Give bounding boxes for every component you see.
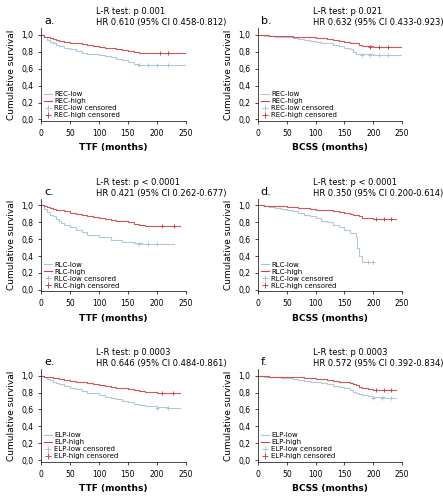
Point [367,43,374,51]
Point [153,60,160,68]
Text: e.: e. [44,357,54,367]
Point [376,51,383,59]
Point [144,60,152,68]
Point [144,240,152,248]
Text: L-R test: p 0.0003
HR 0.646 (95% CI 0.484-0.861): L-R test: p 0.0003 HR 0.646 (95% CI 0.48… [96,348,227,368]
Legend: ELP-low, ELP-high, ELP-low censored, ELP-high censored: ELP-low, ELP-high, ELP-low censored, ELP… [43,432,120,460]
X-axis label: BCSS (months): BCSS (months) [292,484,368,493]
Point [156,48,163,56]
Y-axis label: Cumulative survival: Cumulative survival [7,200,16,290]
X-axis label: BCSS (months): BCSS (months) [292,144,368,152]
Y-axis label: Cumulative survival: Cumulative survival [7,30,16,120]
Legend: RLC-low, RLC-high, RLC-low censored, RLC-high censored: RLC-low, RLC-high, RLC-low censored, RLC… [43,261,120,290]
X-axis label: TTF (months): TTF (months) [79,484,148,493]
Point [370,258,377,266]
Text: d.: d. [261,186,272,196]
Text: L-R test: p 0.021
HR 0.632 (95% CI 0.433-0.923): L-R test: p 0.021 HR 0.632 (95% CI 0.433… [313,7,443,27]
Y-axis label: Cumulative survival: Cumulative survival [7,370,16,460]
Point [165,48,172,56]
Point [370,394,377,402]
Point [136,240,143,248]
X-axis label: TTF (months): TTF (months) [79,144,148,152]
Legend: ELP-low, ELP-high, ELP-low censored, ELP-high censored: ELP-low, ELP-high, ELP-low censored, ELP… [260,432,336,460]
Text: a.: a. [44,16,54,26]
X-axis label: BCSS (months): BCSS (months) [292,314,368,322]
Point [376,43,383,51]
Point [159,390,166,398]
Text: c.: c. [44,186,54,196]
Point [364,258,371,266]
X-axis label: TTF (months): TTF (months) [79,314,148,322]
Point [384,43,391,51]
Point [165,404,172,412]
Point [387,394,394,402]
Point [373,215,380,223]
Point [136,60,143,68]
Point [387,386,394,394]
Legend: REC-low, REC-high, REC-low censored, REC-high censored: REC-low, REC-high, REC-low censored, REC… [43,90,121,119]
Text: f.: f. [261,357,268,367]
Point [153,240,160,248]
Legend: RLC-low, RLC-high, RLC-low censored, RLC-high censored: RLC-low, RLC-high, RLC-low censored, RLC… [260,261,337,290]
Point [373,386,380,394]
Point [358,51,365,59]
Text: L-R test: p < 0.0001
HR 0.350 (95% CI 0.200-0.614): L-R test: p < 0.0001 HR 0.350 (95% CI 0.… [313,178,443,198]
Point [387,215,394,223]
Point [367,51,374,59]
Point [380,386,387,394]
Point [171,222,178,230]
Point [169,390,176,398]
Legend: REC-low, REC-high, REC-low censored, REC-high censored: REC-low, REC-high, REC-low censored, REC… [260,90,338,119]
Point [159,222,166,230]
Point [380,215,387,223]
Point [153,404,160,412]
Point [384,51,391,59]
Point [378,394,385,402]
Text: b.: b. [261,16,272,26]
Y-axis label: Cumulative survival: Cumulative survival [224,200,233,290]
Text: L-R test: p 0.001
HR 0.610 (95% CI 0.458-0.812): L-R test: p 0.001 HR 0.610 (95% CI 0.458… [96,7,226,27]
Y-axis label: Cumulative survival: Cumulative survival [224,30,233,120]
Text: L-R test: p < 0.0001
HR 0.421 (95% CI 0.262-0.677): L-R test: p < 0.0001 HR 0.421 (95% CI 0.… [96,178,226,198]
Y-axis label: Cumulative survival: Cumulative survival [224,370,233,460]
Text: L-R test: p 0.0003
HR 0.572 (95% CI 0.392-0.834): L-R test: p 0.0003 HR 0.572 (95% CI 0.39… [313,348,443,368]
Point [165,60,172,68]
